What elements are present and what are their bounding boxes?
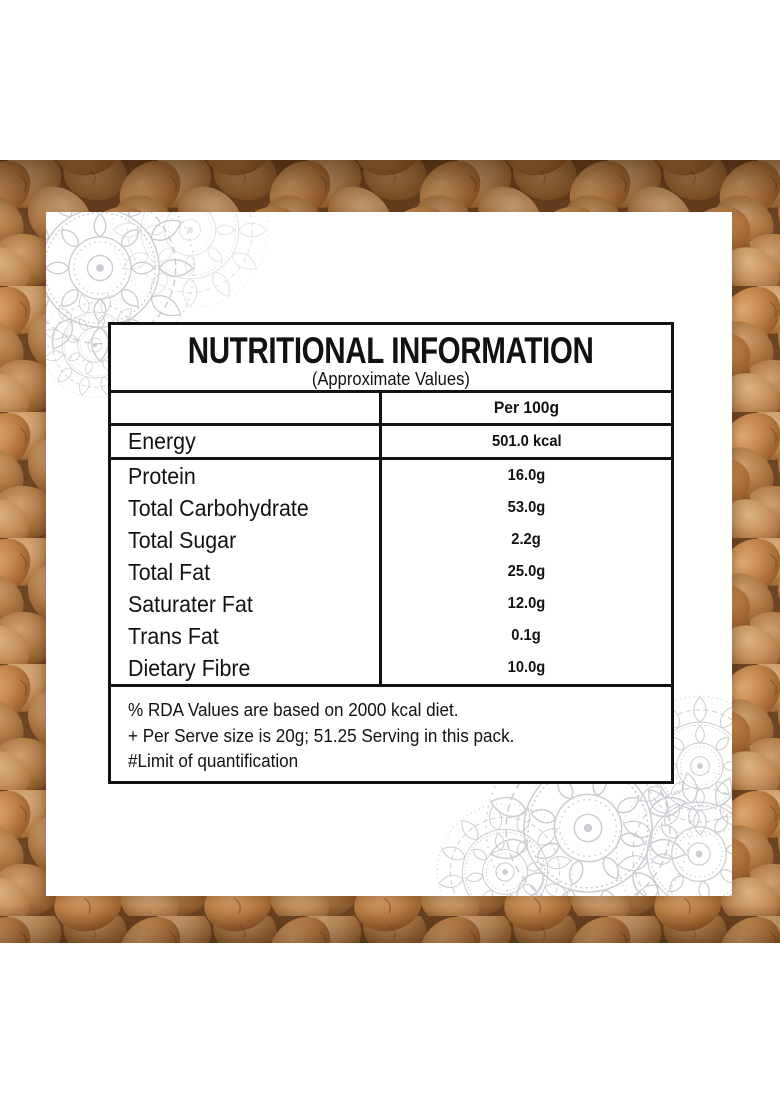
column-header-label: Per 100g (493, 398, 560, 417)
table-title: NUTRITIONAL INFORMATION (188, 330, 594, 371)
header-cell-per-100g: Per 100g (379, 393, 671, 423)
row-value: 12.0g (507, 595, 546, 612)
row-label: Protein (128, 462, 196, 489)
row-value: 0.1g (511, 627, 542, 644)
row-value: 16.0g (507, 467, 546, 484)
row-label: Trans Fat (128, 622, 219, 649)
table-header-row: Per 100g (111, 393, 671, 426)
row-label: Saturater Fat (128, 590, 253, 617)
table-row-dietary-fibre: Dietary Fibre 10.0g (111, 652, 671, 684)
energy-value: 501.0 kcal (491, 432, 562, 450)
row-value: 53.0g (507, 499, 546, 516)
table-body: Protein 16.0g Total Carbohydrate 53.0g T… (111, 460, 671, 687)
energy-label: Energy (128, 428, 196, 454)
row-label: Total Fat (128, 558, 211, 585)
table-row-saturater-fat: Saturater Fat 12.0g (111, 588, 671, 620)
row-value: 10.0g (507, 659, 546, 676)
footnote-rda: % RDA Values are based on 2000 kcal diet… (128, 700, 459, 720)
row-label: Dietary Fibre (128, 654, 251, 681)
energy-label-cell: Energy (111, 426, 379, 457)
table-row-total-carbohydrate: Total Carbohydrate 53.0g (111, 492, 671, 524)
row-value: 25.0g (507, 563, 546, 580)
table-row-total-sugar: Total Sugar 2.2g (111, 524, 671, 556)
footnote-limit: #Limit of quantification (128, 751, 299, 772)
energy-value-cell: 501.0 kcal (379, 426, 671, 457)
row-label: Total Carbohydrate (128, 494, 309, 521)
table-row-trans-fat: Trans Fat 0.1g (111, 620, 671, 652)
nutrition-table: NUTRITIONAL INFORMATION (Approximate Val… (108, 322, 674, 784)
row-label: Total Sugar (128, 526, 237, 553)
footnotes-section: % RDA Values are based on 2000 kcal diet… (111, 687, 671, 781)
table-row-energy: Energy 501.0 kcal (111, 426, 671, 460)
table-row-total-fat: Total Fat 25.0g (111, 556, 671, 588)
table-title-section: NUTRITIONAL INFORMATION (Approximate Val… (111, 325, 671, 393)
row-value: 2.2g (511, 531, 542, 548)
table-subtitle: (Approximate Values) (311, 369, 471, 389)
header-cell-empty (111, 393, 379, 423)
table-row-protein: Protein 16.0g (111, 460, 671, 492)
footnote-serve-size: + Per Serve size is 20g; 51.25 Serving i… (128, 725, 515, 746)
label-card: NUTRITIONAL INFORMATION (Approximate Val… (46, 212, 732, 896)
